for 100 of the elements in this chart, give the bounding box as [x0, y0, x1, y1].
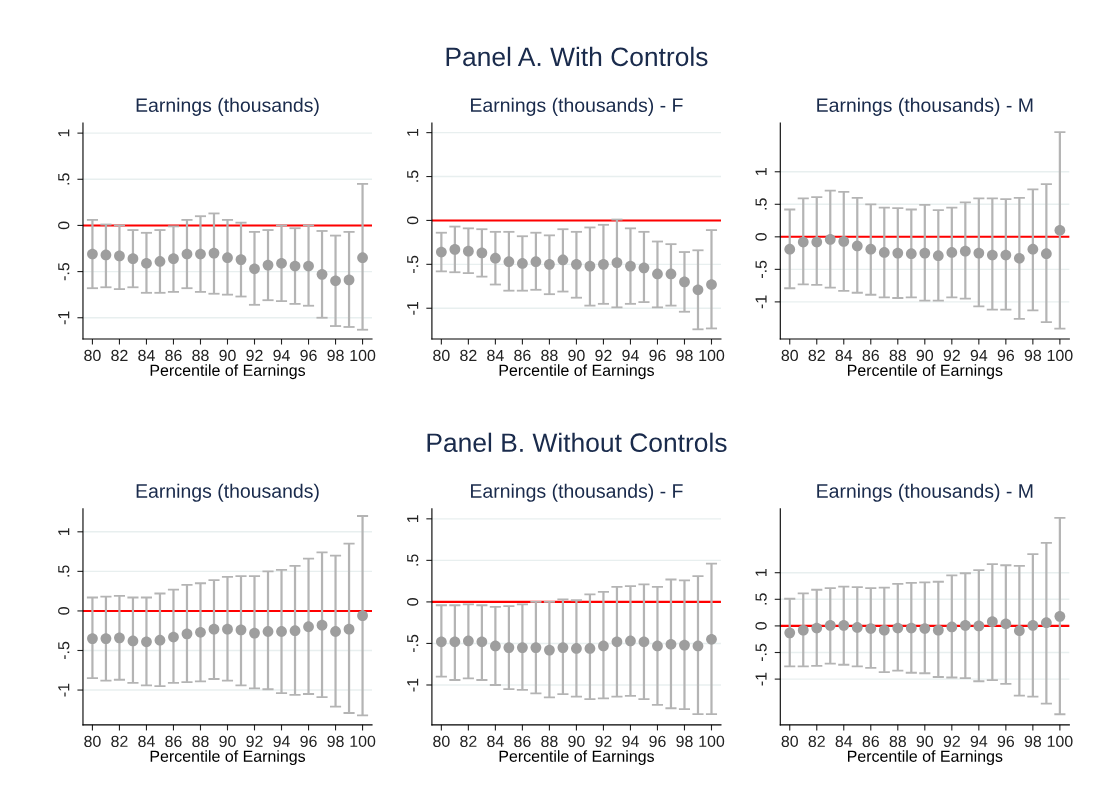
point [1027, 620, 1039, 631]
x-tick-label: 92 [246, 735, 263, 748]
point [706, 279, 717, 290]
point [625, 635, 636, 647]
y-tick-label: -.5 [407, 634, 419, 653]
point [343, 274, 355, 286]
x-axis-title: Percentile of Earnings [150, 750, 306, 766]
point [598, 640, 609, 652]
x-tick-label: 98 [676, 735, 693, 748]
point [181, 628, 193, 640]
x-tick-label: 80 [84, 735, 101, 748]
x-tick-label: 86 [862, 349, 879, 362]
y-tick-label: 0 [58, 221, 70, 230]
point [462, 635, 474, 647]
point [289, 625, 301, 637]
point [316, 619, 328, 631]
x-tick-label: 88 [192, 735, 209, 748]
x-tick-label: 94 [970, 735, 988, 748]
x-tick-label: 94 [273, 735, 290, 748]
point [222, 252, 233, 264]
point [598, 258, 609, 270]
point [692, 640, 704, 652]
y-tick-label: 0 [755, 233, 767, 241]
point [222, 623, 233, 635]
point [303, 621, 314, 633]
x-tick-label: 80 [433, 735, 450, 748]
x-tick-label: 100 [350, 349, 376, 362]
point [343, 623, 355, 635]
y-tick-label: 0 [407, 216, 419, 225]
x-tick-label: 82 [111, 349, 128, 362]
point [114, 250, 125, 262]
y-tick-label: 0 [58, 607, 70, 615]
x-tick-label: 90 [219, 349, 236, 362]
point [249, 627, 260, 639]
x-tick-label: 90 [568, 349, 585, 362]
point [100, 633, 112, 644]
point [141, 257, 152, 269]
x-tick-label: 96 [997, 349, 1015, 362]
point [449, 636, 461, 648]
x-tick-label: 84 [835, 735, 853, 748]
y-tick-label: .5 [407, 554, 419, 566]
point [932, 250, 944, 262]
point [330, 626, 341, 637]
point [878, 247, 890, 258]
point [208, 247, 220, 259]
x-tick-label: 86 [862, 735, 879, 748]
point [665, 268, 677, 280]
point [692, 284, 704, 296]
point [946, 621, 958, 633]
y-tick-label: 1 [58, 129, 70, 137]
point [584, 643, 596, 654]
point [865, 623, 877, 634]
y-tick-label: -1 [755, 672, 767, 686]
point [316, 268, 328, 280]
point [1054, 610, 1066, 622]
x-axis-title: Percentile of Earnings [499, 750, 654, 766]
y-tick-label: -.5 [755, 260, 767, 278]
point [611, 636, 623, 648]
point [544, 644, 555, 656]
x-tick-label: 90 [568, 735, 585, 748]
x-tick-label: 98 [327, 349, 344, 362]
point [154, 256, 166, 267]
point [638, 636, 650, 648]
point [611, 257, 623, 268]
point [811, 236, 823, 248]
point [919, 247, 931, 259]
y-tick-label: .5 [755, 198, 767, 210]
x-tick-label: 86 [165, 349, 182, 362]
x-tick-label: 80 [433, 349, 450, 362]
point [571, 643, 582, 654]
x-tick-label: 84 [138, 735, 155, 748]
point [851, 240, 863, 252]
point [462, 245, 474, 257]
x-tick-label: 100 [350, 735, 376, 748]
point [838, 620, 850, 631]
y-tick-label: 1 [58, 528, 70, 536]
point [357, 252, 368, 264]
x-tick-label: 98 [1024, 349, 1042, 362]
point [1027, 243, 1039, 255]
point [490, 640, 501, 652]
point [824, 234, 836, 245]
point [517, 258, 528, 269]
chart-title: Earnings (thousands) [136, 97, 319, 116]
y-tick-label: .5 [58, 565, 70, 577]
x-tick-label: 82 [808, 349, 825, 362]
x-axis-title: Percentile of Earnings [847, 750, 1003, 766]
x-tick-label: 90 [916, 349, 934, 362]
point [892, 622, 904, 634]
x-tick-label: 100 [1047, 349, 1073, 362]
x-tick-label: 82 [808, 735, 825, 748]
y-tick-label: 0 [407, 598, 419, 606]
y-tick-label: 1 [755, 569, 767, 576]
x-tick-label: 92 [246, 349, 263, 362]
y-tick-label: -.5 [407, 255, 419, 273]
point [959, 245, 971, 257]
x-tick-label: 98 [327, 735, 344, 748]
x-tick-label: 100 [699, 735, 725, 748]
point [1013, 625, 1025, 637]
point [476, 247, 488, 259]
x-tick-label: 86 [165, 735, 182, 748]
